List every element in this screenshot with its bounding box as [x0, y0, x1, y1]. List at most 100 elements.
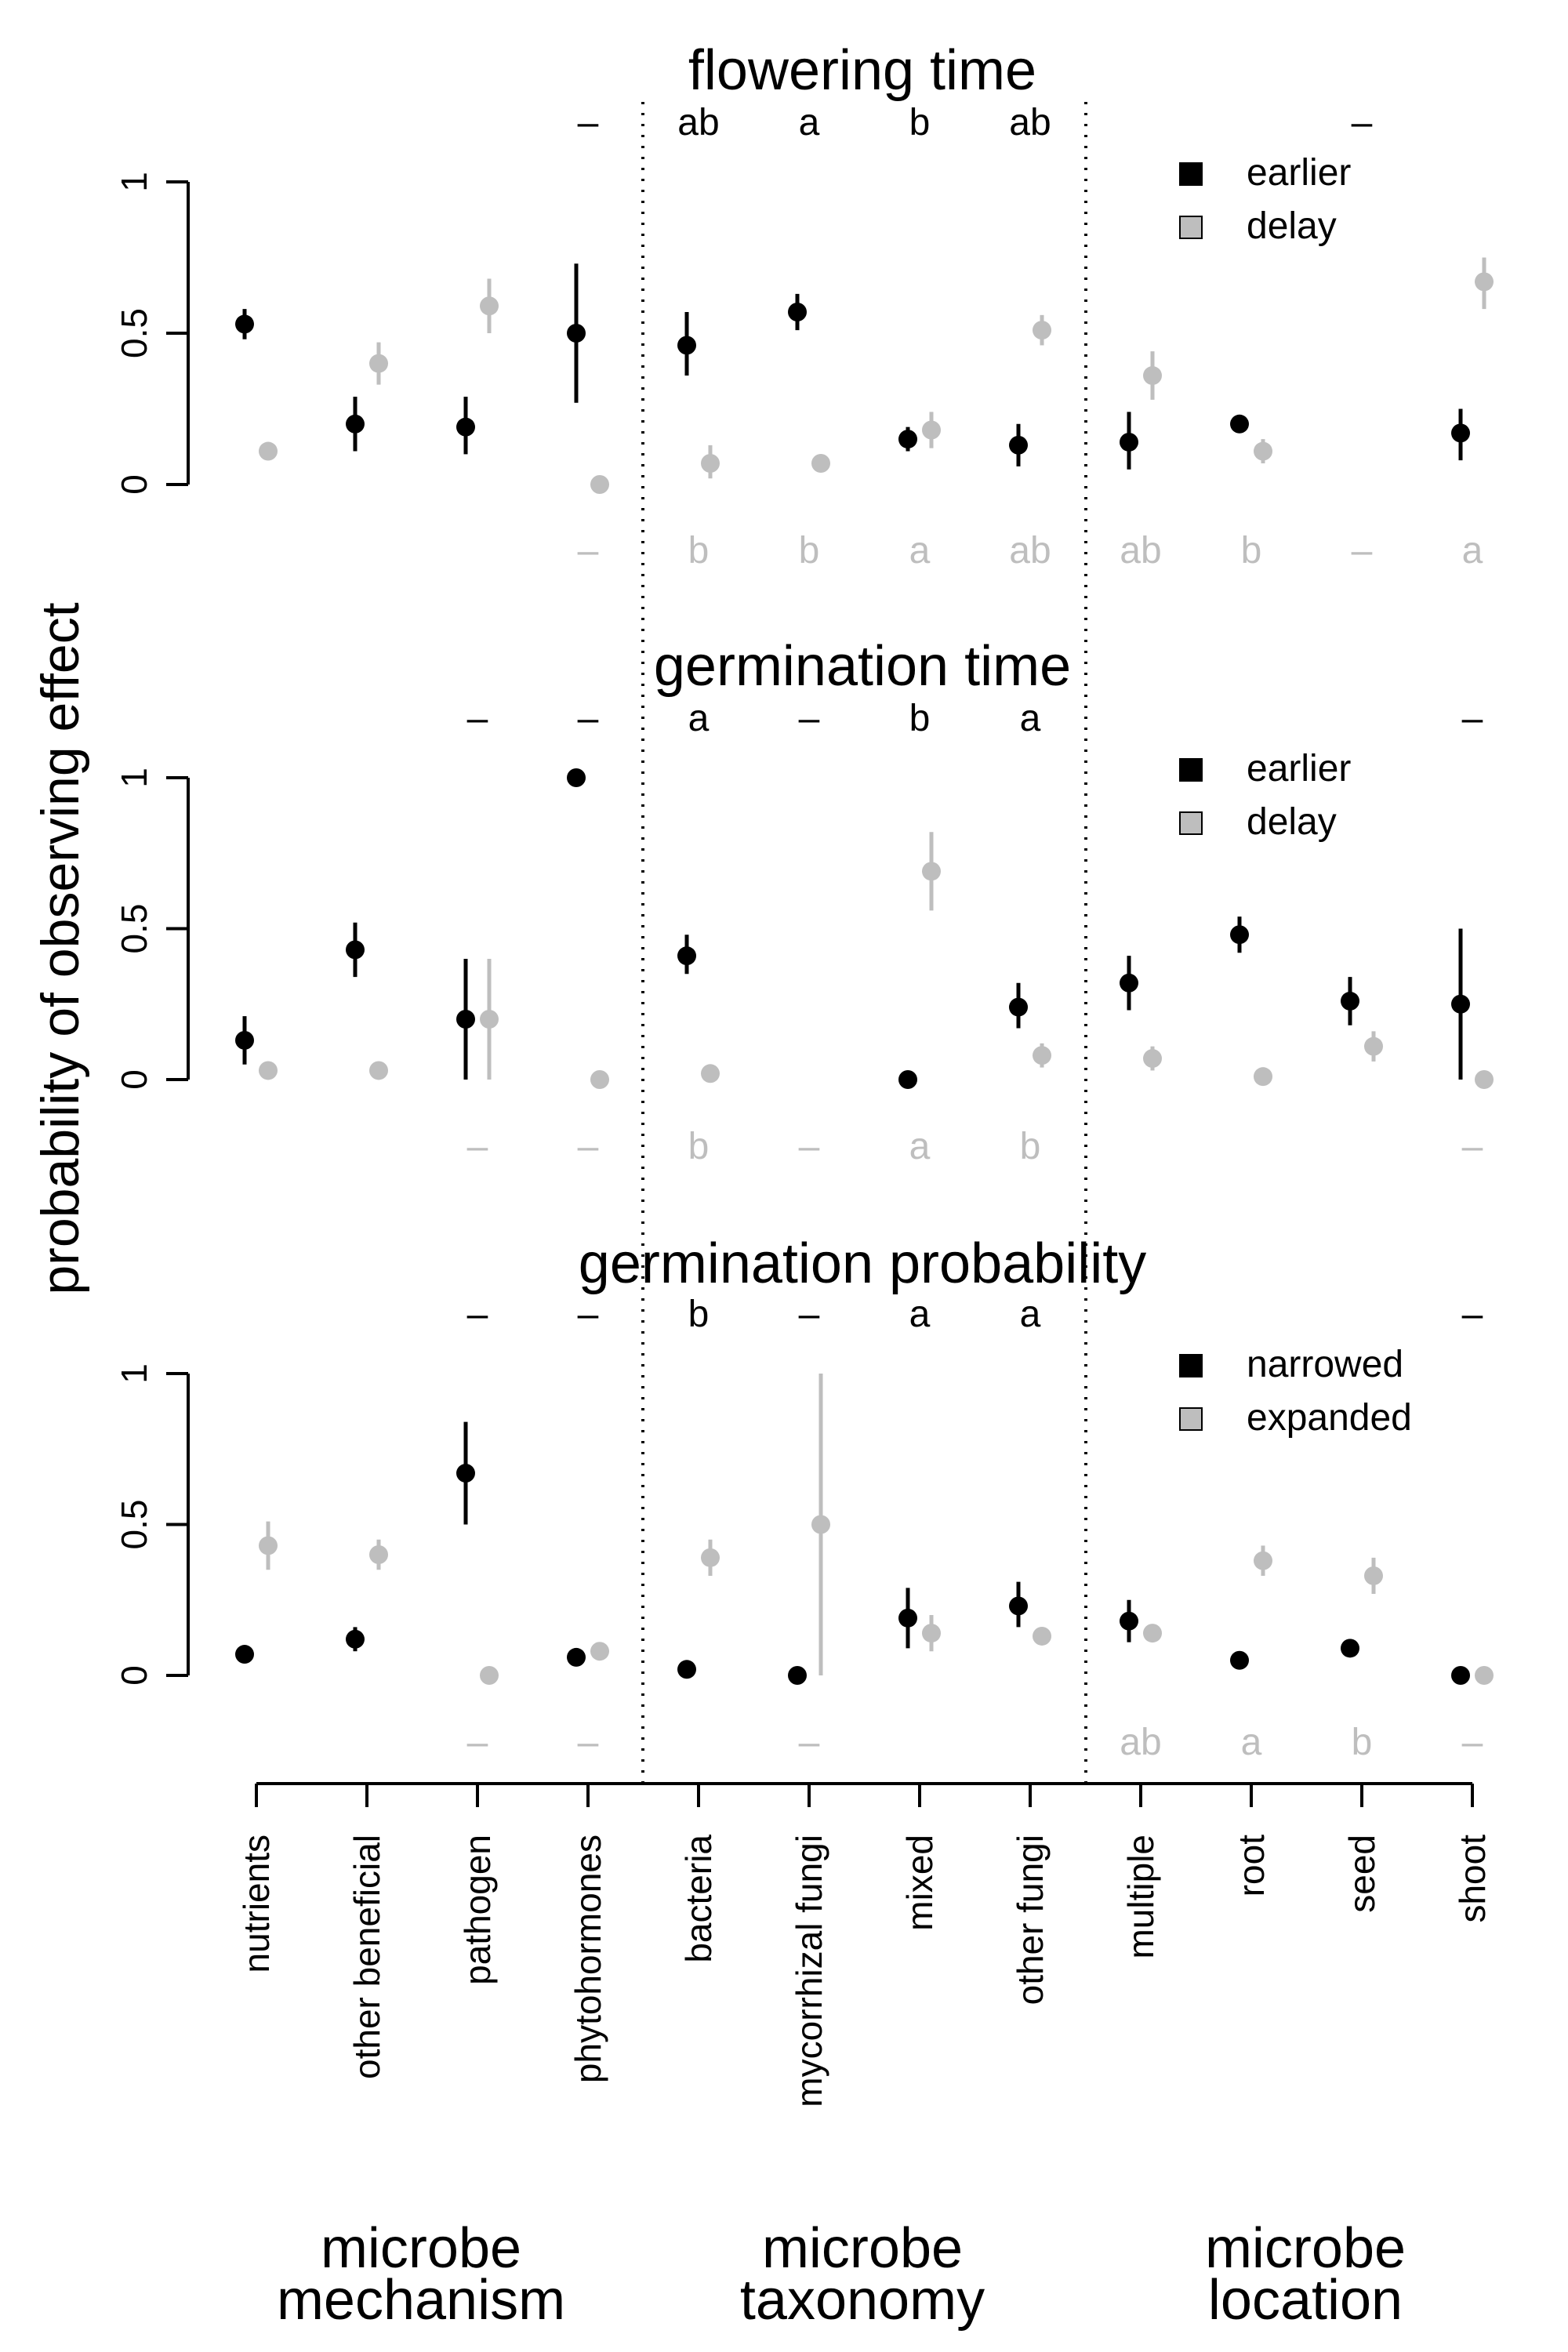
plot-area: 00.51– – b – a a –– – – ab a b –	[114, 1294, 1494, 1763]
significance-letter: b	[909, 102, 931, 143]
legend-label: expanded	[1247, 1397, 1412, 1439]
significance-letter: b	[799, 530, 820, 572]
data-point	[1364, 1566, 1383, 1585]
data-point	[1033, 321, 1051, 340]
significance-letter: –	[1462, 1294, 1483, 1335]
legend-swatch-dark	[1179, 1354, 1203, 1377]
significance-letter: ab	[1120, 1722, 1161, 1763]
data-point	[1254, 1551, 1272, 1570]
group-label: mechanism	[277, 2269, 565, 2332]
y-tick-label: 0	[114, 1665, 154, 1686]
data-point	[480, 296, 499, 316]
significance-letter: a	[1241, 1722, 1262, 1763]
x-tick-label: other fungi	[1010, 1835, 1051, 2005]
legend-swatch-dark	[1179, 162, 1203, 186]
data-point	[922, 420, 941, 440]
y-tick-label: 0.5	[114, 904, 154, 954]
data-point	[567, 768, 586, 787]
data-point	[701, 453, 720, 473]
data-point	[1120, 432, 1138, 452]
data-point	[788, 302, 807, 321]
data-point	[1143, 366, 1162, 386]
y-tick-label: 0	[114, 1069, 154, 1090]
data-point	[1475, 1070, 1494, 1089]
significance-letter: –	[1462, 1722, 1483, 1763]
significance-letter: –	[578, 1722, 599, 1763]
significance-letter: a	[1462, 530, 1483, 572]
data-point	[1120, 1611, 1138, 1631]
significance-letter: –	[467, 1294, 488, 1335]
significance-letter: a	[909, 530, 931, 572]
data-point	[235, 314, 254, 334]
data-point	[922, 1624, 941, 1643]
data-point	[1254, 441, 1272, 461]
significance-letter: –	[578, 530, 599, 572]
data-point	[1451, 423, 1470, 443]
significance-letter: b	[1020, 1126, 1041, 1167]
data-point	[1364, 1036, 1383, 1056]
significance-letter: b	[1241, 530, 1262, 572]
data-point	[369, 1545, 388, 1564]
x-tick-label: seed	[1341, 1835, 1382, 1913]
legend-label: narrowed	[1247, 1344, 1403, 1385]
data-point	[346, 414, 365, 434]
data-point	[590, 475, 609, 494]
data-point	[259, 441, 278, 461]
data-point	[456, 417, 475, 437]
legend-swatch-light	[1179, 811, 1203, 835]
group-labels: microbe mechanism microbe taxonomy micro…	[277, 2217, 1406, 2332]
significance-letter: ab	[1009, 530, 1051, 572]
panel-flowering-time: flowering time earlier delay 00.51– ab a b a…	[114, 39, 1494, 572]
data-point	[1341, 1639, 1359, 1658]
significance-letter: –	[799, 1294, 820, 1335]
data-point	[259, 1536, 278, 1555]
data-point	[1341, 991, 1359, 1011]
data-point	[811, 1515, 830, 1534]
significance-letter: ab	[1120, 530, 1161, 572]
data-point	[898, 430, 917, 449]
data-point	[1009, 435, 1028, 455]
x-tick-label: pathogen	[457, 1835, 498, 1985]
data-point	[701, 1064, 720, 1083]
data-point	[1475, 272, 1494, 292]
panel-germination-time: germination time earlier delay 0 0.5 1 – – a –…	[114, 635, 1494, 1167]
data-point	[480, 1010, 499, 1029]
plot-area: 00.51– ab a b ab –– b b a ab ab b – a	[114, 102, 1494, 572]
significance-letter: a	[799, 102, 820, 143]
data-point	[1475, 1666, 1494, 1685]
plot-area: 0 0.5 1 – – a – b a – – – b – a b –	[114, 698, 1494, 1167]
y-tick-label: 1	[114, 768, 154, 788]
legend-label: delay	[1247, 801, 1337, 843]
significance-letter: b	[688, 1126, 710, 1167]
data-point	[480, 1666, 499, 1685]
significance-letter: b	[688, 530, 710, 572]
data-point	[1143, 1624, 1162, 1643]
data-point	[369, 354, 388, 373]
data-point	[1230, 925, 1249, 945]
group-label: location	[1208, 2269, 1403, 2332]
significance-letter: –	[467, 698, 488, 739]
significance-letter: –	[1352, 530, 1373, 572]
legend: earlier delay	[1179, 152, 1351, 247]
data-point	[1254, 1067, 1272, 1087]
significance-letter: –	[1462, 1126, 1483, 1167]
significance-letter: –	[578, 1294, 599, 1335]
significance-letter: –	[799, 1722, 820, 1763]
x-tick-label: mycorrhizal fungi	[789, 1835, 829, 2107]
significance-letter: a	[1020, 698, 1041, 739]
significance-letter: ab	[677, 102, 719, 143]
x-tick-label: bacteria	[678, 1835, 719, 1963]
data-point	[1143, 1049, 1162, 1069]
significance-letter: –	[1352, 102, 1373, 143]
y-tick-label: 0	[114, 474, 154, 495]
data-point	[567, 1647, 586, 1667]
significance-letter: –	[1462, 698, 1483, 739]
significance-letter: b	[909, 698, 931, 739]
x-tick-label: other beneficial	[347, 1835, 387, 2079]
data-point	[235, 1645, 254, 1664]
data-point	[1230, 414, 1249, 434]
significance-letter: –	[578, 102, 599, 143]
significance-letter: –	[467, 1722, 488, 1763]
group-label: taxonomy	[740, 2269, 985, 2332]
